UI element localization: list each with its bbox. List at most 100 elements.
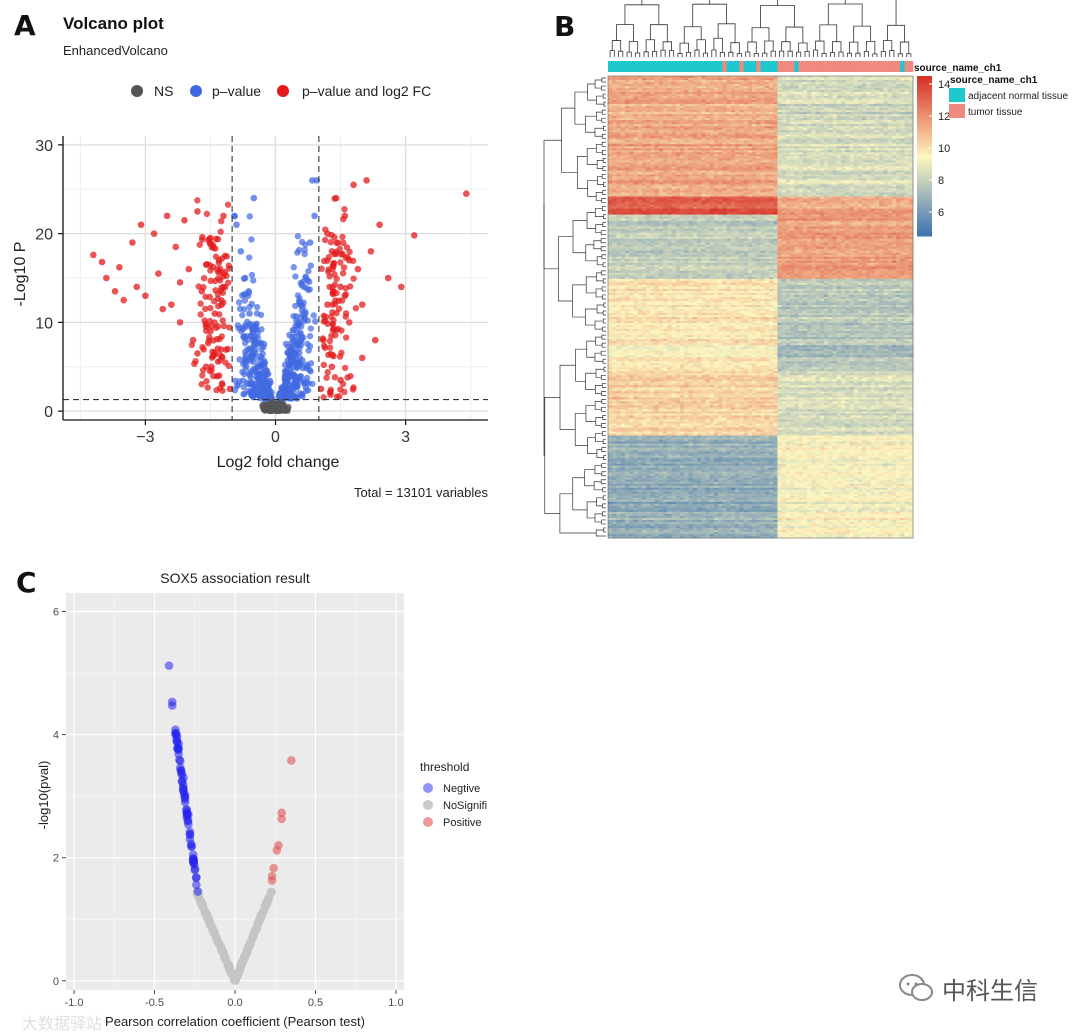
heatmap-cell: [785, 158, 791, 161]
heatmap-cell: [637, 166, 643, 169]
heatmap-cell: [654, 152, 660, 155]
heatmap-cell: [620, 78, 626, 81]
heatmap-cell: [637, 114, 643, 117]
heatmap-cell: [701, 104, 706, 107]
heatmap-cell: [768, 96, 774, 99]
heatmap-cell: [654, 176, 660, 179]
heatmap-cell: [743, 98, 749, 101]
heatmap-cell: [612, 142, 617, 145]
heatmap-cell: [802, 140, 808, 143]
heatmap-cell: [900, 160, 905, 163]
heatmap-cell: [896, 172, 901, 175]
heatmap-cell: [896, 118, 901, 121]
pvalue-point: [312, 318, 319, 325]
heatmap-cell: [658, 106, 664, 109]
heatmap-cell: [608, 150, 613, 153]
heatmap-cell: [701, 122, 706, 125]
annotation-cell: [735, 61, 740, 72]
heatmap-cell: [633, 166, 639, 169]
heatmap-cell: [862, 160, 867, 163]
heatmap-cell: [705, 172, 711, 175]
heatmap-cell: [722, 130, 728, 133]
heatmap-cell: [650, 140, 655, 143]
heatmap-cell: [896, 122, 901, 125]
heatmap-cell: [696, 154, 702, 157]
heatmap-cell: [726, 76, 732, 79]
heatmap-cell: [701, 150, 706, 153]
heatmap-cell: [807, 96, 812, 99]
heatmap-cell: [752, 114, 757, 117]
pvalue-point: [301, 315, 309, 322]
heatmap-cell: [608, 148, 613, 151]
heatmap-cell: [667, 130, 672, 133]
heatmap-cell: [692, 128, 698, 131]
heatmap-cell: [870, 76, 876, 79]
heatmap-cell: [815, 140, 821, 143]
heatmap-cell: [722, 82, 728, 85]
heatmap-cell: [904, 90, 910, 93]
heatmap-cell: [781, 132, 787, 135]
heatmap-cell: [904, 174, 910, 177]
heatmap-cell: [646, 160, 651, 163]
heatmap-cell: [743, 158, 749, 161]
heatmap-cell: [743, 170, 749, 173]
heatmap-cell: [896, 120, 901, 123]
heatmap-cell: [777, 164, 783, 167]
heatmap-cell: [646, 124, 651, 127]
heatmap-cell: [794, 102, 800, 105]
data-point: [241, 274, 249, 282]
heatmap-cell: [832, 162, 838, 165]
heatmap-cell: [815, 88, 821, 91]
heatmap-cell: [811, 102, 816, 105]
heatmap-cell: [824, 132, 829, 135]
heatmap-cell: [743, 86, 749, 89]
heatmap-cell: [811, 132, 816, 135]
heatmap-cell: [900, 104, 905, 107]
heatmap-cell: [739, 176, 744, 179]
heatmap-cell: [874, 112, 880, 115]
heatmap-cell: [752, 80, 757, 83]
heatmap-cell: [883, 124, 888, 127]
heatmap-cell: [684, 138, 689, 141]
heatmap-cell: [726, 90, 732, 93]
heatmap-cell: [671, 116, 677, 119]
heatmap-cell: [667, 160, 672, 163]
heatmap-cell: [832, 144, 838, 147]
heatmap-cell: [807, 94, 812, 97]
heatmap-cell: [781, 148, 787, 151]
heatmap-cell: [870, 104, 876, 107]
heatmap-cell: [853, 80, 859, 83]
heatmap-cell: [840, 162, 846, 165]
heatmap-cell: [908, 118, 914, 121]
heatmap-cell: [684, 144, 689, 147]
heatmap-cell: [887, 130, 893, 133]
pvalue-fc-point: [199, 233, 206, 241]
heatmap-cell: [692, 124, 698, 127]
heatmap-cell: [718, 132, 723, 135]
pvalue-fc-point: [326, 283, 333, 291]
heatmap-cell: [773, 174, 778, 177]
heatmap-cell: [819, 166, 825, 169]
heatmap-cell: [701, 172, 706, 175]
heatmap-cell: [845, 78, 850, 81]
dendrogram-branch: [685, 51, 692, 57]
heatmap-cell: [650, 160, 655, 163]
heatmap-cell: [845, 148, 850, 151]
pvalue-fc-point: [344, 374, 351, 381]
data-point: [410, 232, 418, 239]
heatmap-cell: [845, 126, 850, 129]
heatmap-cell: [701, 82, 706, 85]
heatmap-cell: [612, 80, 617, 83]
heatmap-cell: [828, 112, 833, 115]
heatmap-cell: [684, 114, 689, 117]
heatmap-cell: [612, 116, 617, 119]
heatmap-cell: [891, 138, 897, 141]
heatmap-cell: [633, 98, 639, 101]
heatmap-cell: [790, 90, 795, 93]
heatmap-cell: [815, 76, 821, 79]
heatmap-cell: [785, 148, 791, 151]
dendrogram-branch: [643, 51, 649, 57]
heatmap-cell: [641, 130, 647, 133]
heatmap-cell: [853, 170, 859, 173]
heatmap-cell: [819, 88, 825, 91]
